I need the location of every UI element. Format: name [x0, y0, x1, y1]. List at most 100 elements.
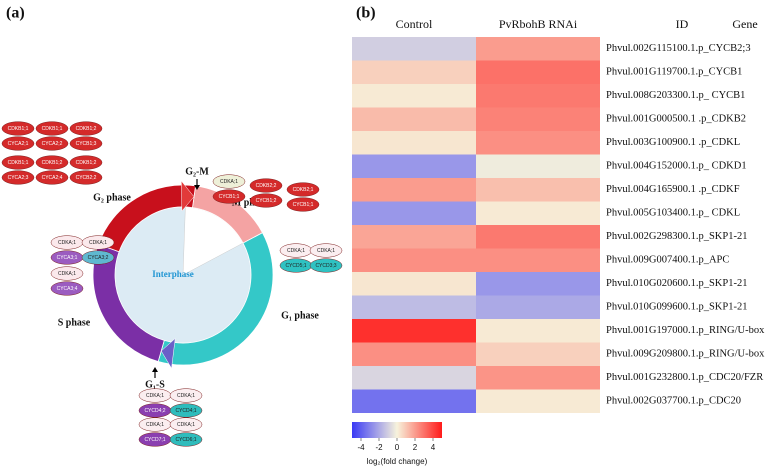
complex-label: CYCB2;2 [76, 175, 97, 181]
heat-cell [352, 37, 476, 61]
column-label: PvRbohB RNAi [499, 17, 578, 31]
heat-cell [352, 342, 476, 366]
heat-cell [476, 342, 600, 366]
complex-label: CDKA;1 [146, 422, 164, 428]
complex-label: CDKA;1 [177, 422, 195, 428]
complex-label: CYCB1;1 [293, 202, 314, 208]
colorbar-tick-label: 4 [431, 443, 436, 452]
complex-label: CDKA;1 [58, 271, 76, 277]
panel-label: (b) [356, 5, 376, 22]
heat-cell [352, 201, 476, 225]
complex-oval [169, 432, 203, 447]
heat-cell [352, 248, 476, 272]
heat-cell [476, 248, 600, 272]
complex-label: CDKB1;2 [42, 160, 63, 166]
phase-label: M phase [232, 197, 269, 208]
complex-label: CYCD3;3 [315, 263, 336, 269]
heat-cell [476, 178, 600, 202]
complex-oval [35, 155, 69, 170]
checkpoint-label: G₂-M [185, 166, 209, 177]
heat-cell [352, 154, 476, 178]
complex-label: CYCA3;2 [88, 255, 109, 261]
complex-oval [249, 178, 283, 193]
heat-cell [352, 225, 476, 249]
complex-label: CDKA;1 [89, 240, 107, 246]
complex-oval [169, 388, 203, 403]
heat-cell [352, 178, 476, 202]
complex-label: CYCA3;1 [57, 255, 78, 261]
colorbar-label: log₂(fold change) [367, 457, 428, 466]
complex-label: CDKB1;1 [8, 126, 29, 132]
row-label: Phvul.008G203300.1.p_ CYCB1 [606, 90, 745, 101]
heat-cell [352, 366, 476, 390]
heat-cell [476, 107, 600, 131]
checkpoint-arrowhead [152, 367, 158, 372]
complex-label: CDKB2;2 [256, 183, 277, 189]
complex-label: CYCA2;3 [8, 175, 29, 181]
complex-oval [35, 170, 69, 185]
complex-oval [286, 197, 320, 212]
complex-label: CYCA2;4 [42, 175, 63, 181]
checkpoint-arrowhead [194, 185, 200, 190]
row-label: Phvul.001G232800.1.p_CDC20/FZR [606, 372, 763, 383]
complex-oval [169, 403, 203, 418]
complex-label: CYCA2;2 [42, 141, 63, 147]
heat-cell [476, 319, 600, 343]
complex-label: CDKA;1 [58, 240, 76, 246]
complex-oval [81, 250, 115, 265]
heat-cell [476, 131, 600, 155]
complex-label: CYCB1;2 [256, 198, 277, 204]
row-label: Phvul.004G165900.1 .p_CDKF [606, 184, 740, 195]
heat-cell [476, 366, 600, 390]
complex-oval [309, 243, 343, 258]
colorbar-tick-label: 0 [395, 443, 400, 452]
complex-oval [249, 193, 283, 208]
column-header: Gene [732, 17, 757, 31]
complex-oval [212, 174, 246, 189]
complex-oval [1, 121, 35, 136]
complex-oval [286, 182, 320, 197]
complex-label: CYCD5;1 [285, 263, 306, 269]
row-label: Phvul.003G100900.1 .p_CDKL [606, 137, 740, 148]
heat-cell [476, 225, 600, 249]
heat-cell [476, 389, 600, 413]
heat-cell [352, 295, 476, 319]
heat-cell [476, 154, 600, 178]
colorbar-tick-label: 2 [413, 443, 418, 452]
complex-oval [35, 121, 69, 136]
heat-cell [352, 131, 476, 155]
heat-cell [352, 60, 476, 84]
phase-label: S phase [58, 317, 91, 328]
row-label: Phvul.009G209800.1.p_RING/U-box [606, 349, 765, 360]
row-label: Phvul.009G007400.1.p_APC [606, 255, 729, 266]
complex-label: CDKB1;2 [76, 160, 97, 166]
complex-oval [69, 155, 103, 170]
row-label: Phvul.001G000500.1 .p_CDKB2 [606, 114, 746, 125]
complex-label: CDKB1;1 [42, 126, 63, 132]
heat-cell [352, 389, 476, 413]
row-label: Phvul.002G298300.1.p_SKP1-21 [606, 231, 747, 242]
complex-oval [50, 281, 84, 296]
row-label: Phvul.001G197000.1.p_RING/U-box [606, 325, 765, 336]
row-label: Phvul.010G020600.1.p_SKP1-21 [606, 278, 747, 289]
complex-label: CDKB1;2 [76, 126, 97, 132]
heat-cell [476, 295, 600, 319]
complex-oval [1, 170, 35, 185]
heat-cell [352, 84, 476, 108]
panel-label: (a) [6, 5, 25, 22]
complex-label: CYCB1;1 [219, 194, 240, 200]
complex-oval [212, 189, 246, 204]
complex-oval [69, 121, 103, 136]
complex-oval [35, 136, 69, 151]
heat-cell [476, 60, 600, 84]
complex-label: CDKA;1 [220, 179, 238, 185]
complex-label: CDKA;1 [287, 248, 305, 254]
complex-oval [309, 258, 343, 273]
column-label: Control [396, 17, 433, 31]
complex-oval [169, 417, 203, 432]
complex-label: CYCA2;1 [8, 141, 29, 147]
colorbar-tick-label: -2 [375, 443, 383, 452]
complex-oval [81, 235, 115, 250]
complex-label: CYCB1;3 [76, 141, 97, 147]
